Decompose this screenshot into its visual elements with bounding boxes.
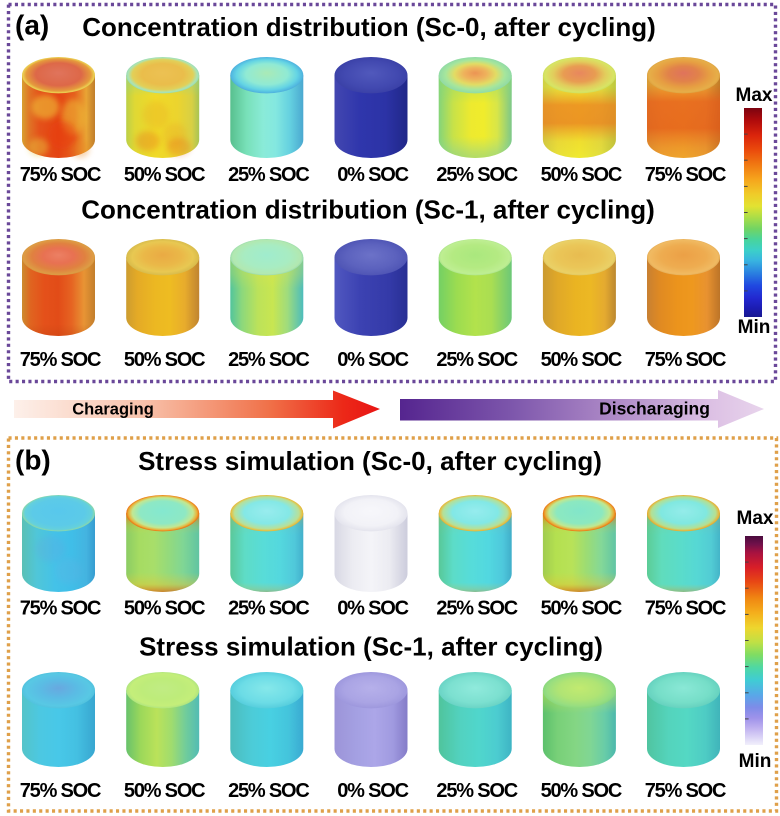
svg-text:50% SOC: 50% SOC — [541, 780, 622, 802]
svg-text:25% SOC: 25% SOC — [436, 598, 517, 620]
svg-text:Min: Min — [738, 317, 771, 338]
svg-text:(a): (a) — [15, 10, 49, 41]
svg-text:75% SOC: 75% SOC — [20, 780, 101, 802]
svg-text:0% SOC: 0% SOC — [337, 164, 408, 186]
svg-text:50% SOC: 50% SOC — [124, 780, 205, 802]
svg-text:Max: Max — [737, 508, 774, 529]
svg-text:Charaging: Charaging — [72, 401, 154, 419]
svg-text:25% SOC: 25% SOC — [436, 780, 517, 802]
svg-text:(b): (b) — [15, 445, 51, 476]
svg-text:Concentration distribution (Sc: Concentration distribution (Sc-0, after … — [82, 12, 656, 42]
svg-text:75% SOC: 75% SOC — [20, 164, 101, 186]
svg-text:25% SOC: 25% SOC — [436, 349, 517, 371]
svg-text:75% SOC: 75% SOC — [20, 598, 101, 620]
svg-text:50% SOC: 50% SOC — [541, 598, 622, 620]
svg-text:Stress simulation (Sc-0, after: Stress simulation (Sc-0, after cycling) — [138, 446, 602, 476]
svg-text:50% SOC: 50% SOC — [124, 598, 205, 620]
svg-text:Concentration distribution (Sc: Concentration distribution (Sc-1, after … — [81, 195, 655, 225]
svg-text:25% SOC: 25% SOC — [228, 780, 309, 802]
svg-text:50% SOC: 50% SOC — [124, 164, 205, 186]
svg-text:50% SOC: 50% SOC — [541, 349, 622, 371]
svg-text:25% SOC: 25% SOC — [228, 598, 309, 620]
svg-text:Max: Max — [736, 85, 773, 106]
svg-text:0% SOC: 0% SOC — [337, 598, 408, 620]
svg-text:25% SOC: 25% SOC — [228, 164, 309, 186]
svg-text:0% SOC: 0% SOC — [337, 349, 408, 371]
svg-text:75% SOC: 75% SOC — [645, 780, 726, 802]
svg-text:50% SOC: 50% SOC — [124, 349, 205, 371]
svg-text:50% SOC: 50% SOC — [541, 164, 622, 186]
svg-text:25% SOC: 25% SOC — [228, 349, 309, 371]
svg-text:75% SOC: 75% SOC — [645, 349, 726, 371]
svg-text:0% SOC: 0% SOC — [337, 780, 408, 802]
svg-text:25% SOC: 25% SOC — [436, 164, 517, 186]
svg-text:75% SOC: 75% SOC — [20, 349, 101, 371]
svg-text:Stress simulation (Sc-1, after: Stress simulation (Sc-1, after cycling) — [139, 632, 603, 662]
svg-text:75% SOC: 75% SOC — [645, 164, 726, 186]
svg-text:Discharaging: Discharaging — [599, 399, 710, 419]
svg-text:75% SOC: 75% SOC — [645, 598, 726, 620]
svg-text:Min: Min — [739, 751, 772, 772]
